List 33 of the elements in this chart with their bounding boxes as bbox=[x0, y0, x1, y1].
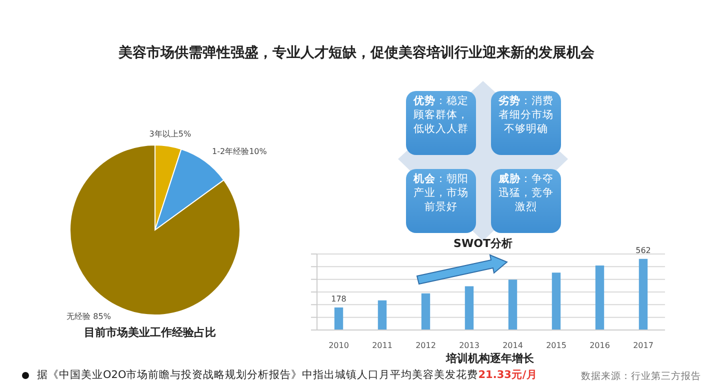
text: 据《中国美业O2O市场前瞻与投资战略规划分析报告》中指出城镇人口月平均美容美发花费 bbox=[37, 368, 478, 382]
text: 威胁：争夺迅猛，竞争激烈 bbox=[491, 169, 561, 233]
source-note: 数据来源：行业第三方报告 bbox=[581, 370, 701, 383]
slice-label: 3年以上5% bbox=[149, 130, 192, 139]
bar bbox=[595, 266, 604, 330]
bar bbox=[334, 307, 344, 330]
x-tick-label: 2015 bbox=[546, 341, 566, 350]
x-axis-title: 培训机构逐年增长 bbox=[444, 351, 535, 366]
bar bbox=[552, 272, 561, 330]
text: 21.33元/月 bbox=[478, 368, 538, 382]
x-tick-label: 2016 bbox=[590, 341, 610, 350]
text: 劣势：消费者细分市场不够明确 bbox=[491, 91, 561, 155]
bar bbox=[378, 300, 387, 330]
bar bbox=[464, 286, 474, 330]
pie-slice bbox=[154, 148, 224, 230]
text: 机会：朝阳产业，市场前景好 bbox=[406, 169, 476, 233]
text: SWOT分析 bbox=[452, 236, 514, 251]
text: 美容市场供需弹性强盛，专业人才短缺，促使美容培训行业迎来新的发展机会 bbox=[117, 44, 596, 62]
x-tick-label: 2013 bbox=[459, 341, 480, 350]
data-label: 178 bbox=[331, 294, 346, 304]
x-tick-label: 2010 bbox=[328, 341, 349, 350]
x-tick-label: 2017 bbox=[633, 341, 654, 350]
bar bbox=[638, 258, 648, 330]
text: 目前市场美业工作经验占比 bbox=[83, 325, 217, 340]
text: 优势：稳定顾客群体，低收入人群 bbox=[406, 91, 476, 155]
x-tick-label: 2011 bbox=[372, 341, 392, 350]
bar bbox=[421, 293, 430, 330]
bar bbox=[508, 280, 518, 330]
data-label: 562 bbox=[636, 246, 651, 255]
x-tick-label: 2012 bbox=[416, 341, 436, 350]
slice-label: 1-2年经验10% bbox=[212, 147, 268, 156]
x-tick-label: 2014 bbox=[502, 341, 523, 350]
slice-label: 无经验 85% bbox=[66, 312, 112, 321]
